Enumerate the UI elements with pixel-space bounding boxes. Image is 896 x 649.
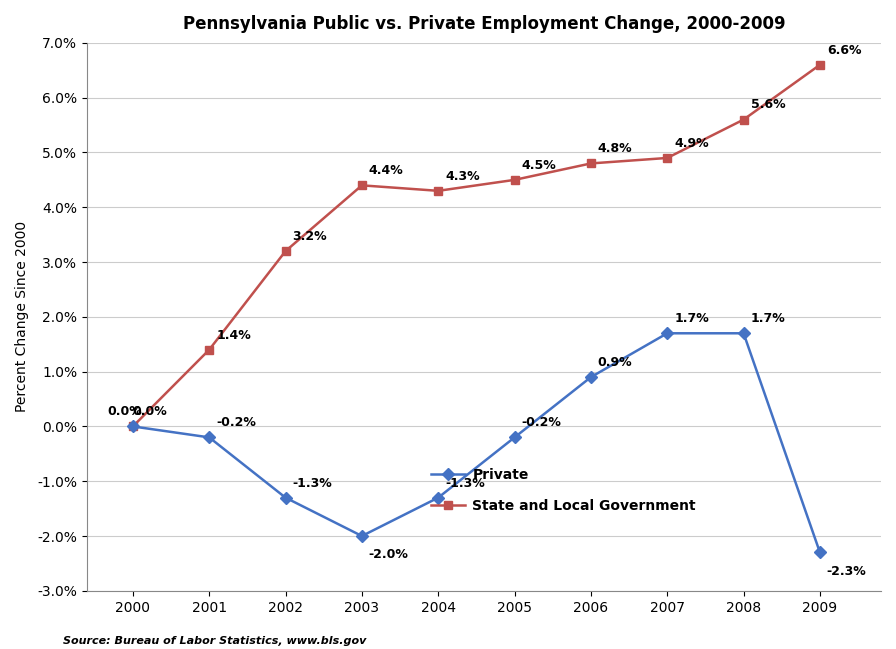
Text: -0.2%: -0.2% [521,416,562,429]
Text: 3.2%: 3.2% [292,230,327,243]
Text: 4.5%: 4.5% [521,159,556,172]
Text: -1.3%: -1.3% [445,476,485,489]
Text: 4.9%: 4.9% [674,137,709,150]
Text: 1.7%: 1.7% [751,312,785,325]
Text: 1.7%: 1.7% [674,312,709,325]
Text: 4.3%: 4.3% [445,170,479,183]
Legend: Private, State and Local Government: Private, State and Local Government [426,462,702,518]
Title: Pennsylvania Public vs. Private Employment Change, 2000-2009: Pennsylvania Public vs. Private Employme… [183,15,785,33]
Text: -2.0%: -2.0% [369,548,409,561]
Text: 4.4%: 4.4% [369,164,403,177]
Text: 0.9%: 0.9% [598,356,633,369]
Text: 5.6%: 5.6% [751,99,785,112]
Y-axis label: Percent Change Since 2000: Percent Change Since 2000 [15,221,29,412]
Text: -2.3%: -2.3% [827,565,866,578]
Text: 0.0%: 0.0% [108,406,142,419]
Text: 1.4%: 1.4% [216,328,251,341]
Text: 4.8%: 4.8% [598,142,633,155]
Text: 0.0%: 0.0% [133,406,168,419]
Text: -1.3%: -1.3% [292,476,332,489]
Text: -0.2%: -0.2% [216,416,256,429]
Text: 6.6%: 6.6% [827,43,861,56]
Text: Source: Bureau of Labor Statistics, www.bls.gov: Source: Bureau of Labor Statistics, www.… [63,636,366,646]
